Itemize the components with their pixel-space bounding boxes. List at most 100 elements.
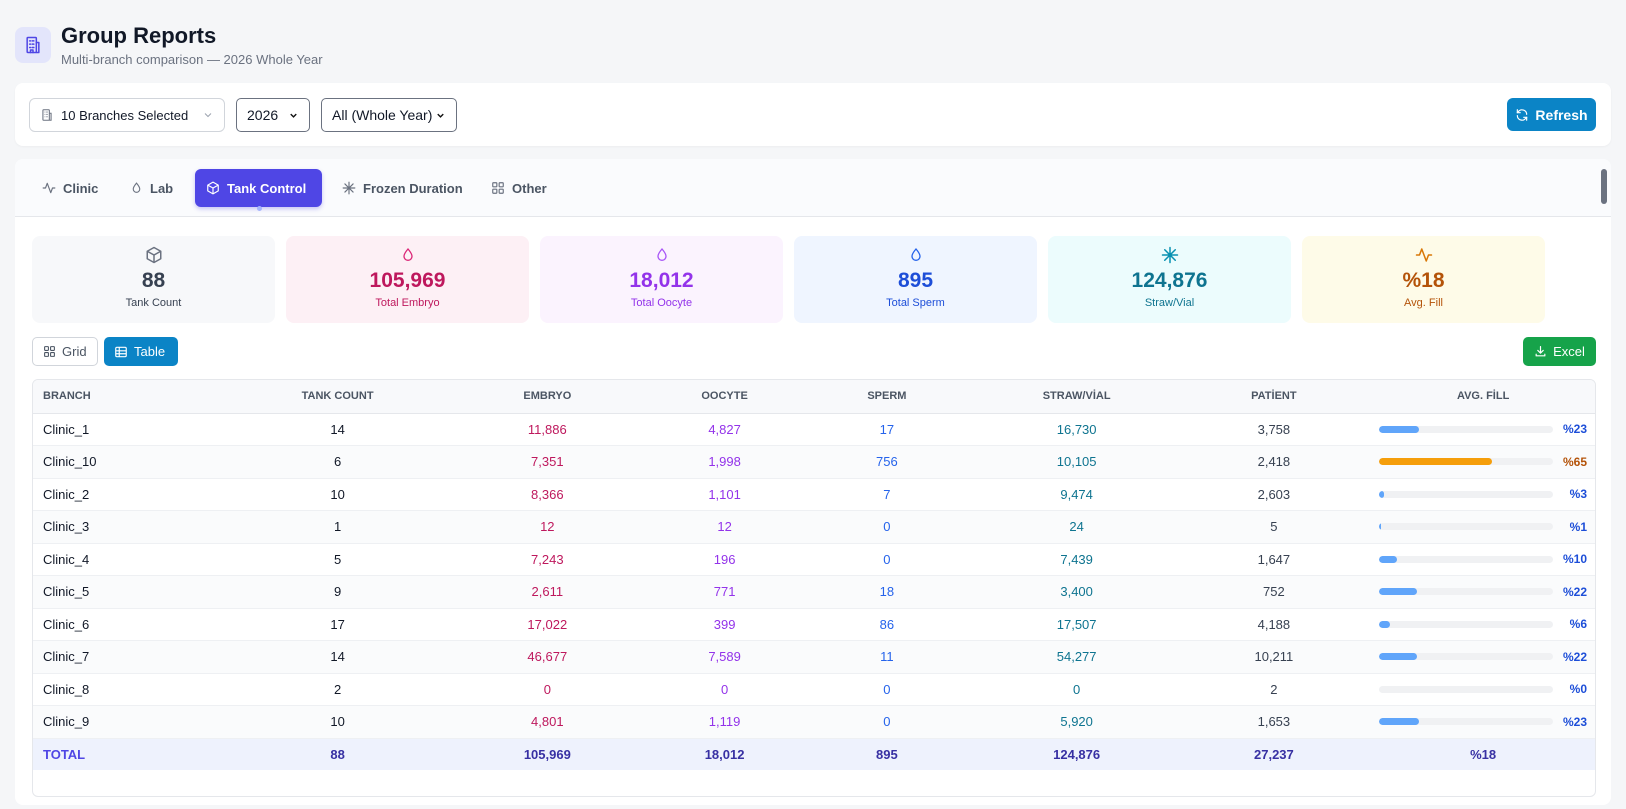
tab-lab[interactable]: Lab <box>119 169 184 207</box>
avg-fill-cell: %3 <box>1371 478 1595 511</box>
oocyte-cell: 0 <box>720 681 729 697</box>
fill-bar <box>1379 718 1420 726</box>
refresh-button[interactable]: Refresh <box>1507 98 1596 131</box>
table-row[interactable]: Clinic_1 14 11,886 4,827 17 16,730 3,758 %23 <box>33 413 1595 446</box>
fill-percent: %0 <box>1569 682 1587 697</box>
avg-fill-cell: %1 <box>1371 511 1595 544</box>
table-row[interactable]: Clinic_5 9 2,611 771 18 3,400 752 %22 <box>33 575 1595 608</box>
sperm-cell: 18 <box>879 584 895 600</box>
patient-cell: 2 <box>1270 681 1278 697</box>
tabs-scrollbar[interactable] <box>1601 169 1607 204</box>
fill-percent: %3 <box>1569 487 1587 502</box>
sperm-cell: 0 <box>883 681 891 697</box>
column-header[interactable]: OOCYTE <box>652 380 797 414</box>
excel-export-button[interactable]: Excel <box>1523 337 1596 366</box>
stat-value: 895 <box>897 269 934 292</box>
fill-bar <box>1379 588 1418 596</box>
fill-percent: %6 <box>1569 617 1587 632</box>
straw-vial-cell: 5,920 <box>1060 714 1093 730</box>
table-row[interactable]: Clinic_3 1 12 12 0 24 5 %1 <box>33 510 1595 544</box>
tab-frozen-duration[interactable]: Frozen Duration <box>331 169 474 207</box>
branch-multiselect-label: 10 Branches Selected <box>61 107 189 123</box>
stat-card-total-oocyte: 18,012 Total Oocyte <box>540 236 783 323</box>
sperm-cell: 17 <box>879 421 895 437</box>
fill-bar <box>1379 555 1397 563</box>
tab-clinic-label: Clinic <box>63 180 99 196</box>
patient-cell: 10,211 <box>1254 649 1294 665</box>
page-title: Group Reports <box>61 23 217 48</box>
period-select[interactable]: All (Whole Year) <box>321 98 457 132</box>
stat-value: %18 <box>1402 269 1445 292</box>
column-header[interactable]: STRAW/VİAL <box>976 380 1177 414</box>
branch-cell: TOTAL <box>43 746 86 762</box>
refresh-label: Refresh <box>1535 106 1588 123</box>
building-icon <box>40 108 54 122</box>
branch-cell: Clinic_8 <box>43 681 90 697</box>
patient-cell: 1,647 <box>1257 551 1291 567</box>
tank-count-cell: 2 <box>333 681 342 697</box>
table-row[interactable]: Clinic_4 5 7,243 196 0 7,439 1,647 %10 <box>33 543 1595 576</box>
column-header[interactable]: AVG. FİLL <box>1371 380 1595 414</box>
column-header[interactable]: SPERM <box>797 380 977 414</box>
patient-cell: 27,237 <box>1254 746 1294 762</box>
patient-cell: 752 <box>1263 584 1285 600</box>
straw-vial-cell: 7,439 <box>1060 551 1093 567</box>
table-view-button[interactable]: Table <box>104 337 178 366</box>
year-select[interactable]: 2026 <box>236 98 310 132</box>
branch-cell: Clinic_2 <box>43 486 90 502</box>
page-header: Group Reports Multi-branch comparison — … <box>15 22 323 68</box>
table-row[interactable]: Clinic_6 17 17,022 399 86 17,507 4,188 %6 <box>33 608 1595 641</box>
fill-bar <box>1379 490 1385 498</box>
tank-table: BRANCH TANK COUNT EMBRYO OOCYTE SPERM ST… <box>32 379 1596 797</box>
table-row[interactable]: Clinic_10 6 7,351 1,998 756 10,105 2,418 %65 <box>33 445 1595 478</box>
grid-view-button[interactable]: Grid <box>32 337 98 366</box>
fill-indicator: %1 <box>1379 520 1587 534</box>
sperm-cell: 86 <box>879 616 895 632</box>
branch-cell: Clinic_3 <box>43 519 90 535</box>
snowflake-icon <box>1048 245 1291 265</box>
column-header[interactable]: PATİENT <box>1176 380 1372 414</box>
fill-percent: %1 <box>1569 519 1587 534</box>
stat-value: 124,876 <box>1131 269 1208 292</box>
embryo-cell: 4,801 <box>531 714 564 730</box>
branch-multiselect[interactable]: 10 Branches Selected <box>29 98 225 132</box>
table-row[interactable]: Clinic_9 10 4,801 1,119 0 5,920 1,653 %23 <box>33 705 1595 738</box>
table-row[interactable]: Clinic_2 10 8,366 1,101 7 9,474 2,603 %3 <box>33 478 1595 511</box>
tab-other-label: Other <box>512 180 547 196</box>
straw-vial-cell: 9,474 <box>1060 486 1093 502</box>
tab-clinic[interactable]: Clinic <box>31 169 109 207</box>
tab-other[interactable]: Other <box>480 169 558 207</box>
tab-tank-control[interactable]: Tank Control <box>195 169 322 211</box>
stat-value: 105,969 <box>369 269 446 292</box>
activity-icon <box>1302 245 1545 265</box>
refresh-icon <box>1517 108 1528 121</box>
oocyte-cell: 399 <box>713 616 736 632</box>
branch-cell: Clinic_9 <box>43 714 90 730</box>
straw-vial-cell: 0 <box>1073 681 1081 697</box>
table-total-row: TOTAL 88 105,969 18,012 895 124,876 27,237 %18 <box>33 738 1595 770</box>
patient-cell: 2,603 <box>1257 486 1291 502</box>
embryo-cell: 11,886 <box>527 421 567 437</box>
fill-bar-track <box>1379 425 1553 433</box>
chevron-down-icon <box>288 110 299 121</box>
patient-cell: 2,418 <box>1257 454 1291 470</box>
stat-value: 18,012 <box>629 269 694 292</box>
embryo-cell: 105,969 <box>523 746 571 762</box>
stat-label: Avg. Fill <box>1404 297 1443 309</box>
fill-indicator: %23 <box>1379 422 1587 436</box>
tank-count-cell: 10 <box>330 714 345 730</box>
column-header[interactable]: TANK COUNT <box>232 380 443 414</box>
stat-label: Straw/Vial <box>1144 297 1195 309</box>
oocyte-cell: 1,101 <box>708 486 741 502</box>
fill-bar <box>1379 653 1418 661</box>
tank-count-cell: 17 <box>330 616 345 632</box>
table-row[interactable]: Clinic_7 14 46,677 7,589 11 54,277 10,211 %22 <box>33 640 1595 673</box>
straw-vial-cell: 24 <box>1069 519 1084 535</box>
oocyte-cell: 771 <box>713 584 736 600</box>
column-header[interactable]: EMBRYO <box>442 380 653 414</box>
column-header[interactable]: BRANCH <box>33 380 233 414</box>
table-row[interactable]: Clinic_8 2 0 0 0 0 2 %0 <box>33 673 1595 706</box>
fill-bar-track <box>1379 718 1553 726</box>
tab-tank-control-label: Tank Control <box>227 180 307 196</box>
drop-icon <box>286 245 529 265</box>
